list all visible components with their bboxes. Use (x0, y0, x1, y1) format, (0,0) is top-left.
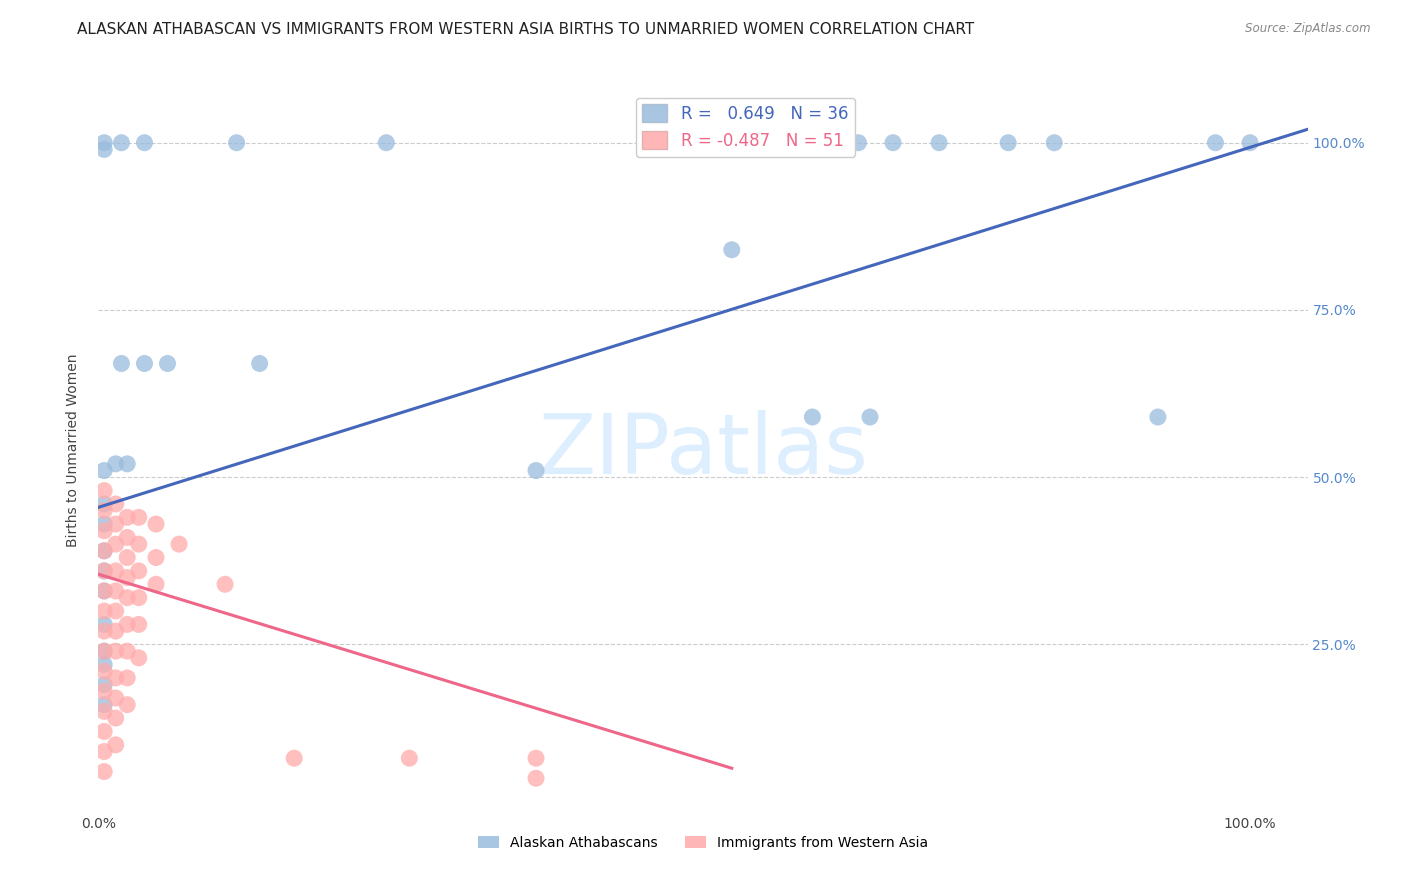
Point (93, 524, 115, 538)
Point (115, 671, 138, 685)
Text: ZIPatlas: ZIPatlas (538, 410, 868, 491)
Point (93, 657, 115, 672)
Point (115, 510, 138, 524)
Point (104, 738, 127, 752)
Text: Source: ZipAtlas.com: Source: ZipAtlas.com (1246, 22, 1371, 36)
Point (93, 564, 115, 578)
Point (93, 624, 115, 639)
Point (128, 564, 150, 578)
Point (214, 577, 236, 591)
Point (93, 464, 115, 478)
Point (93, 503, 115, 517)
Point (93, 564, 115, 578)
Y-axis label: Births to Unmarried Women: Births to Unmarried Women (66, 354, 80, 547)
Point (1043, 136, 1066, 150)
Point (134, 136, 156, 150)
Point (93, 644, 115, 658)
Point (93, 604, 115, 618)
Point (145, 550, 167, 565)
Point (882, 136, 904, 150)
Point (93, 543, 115, 558)
Point (115, 644, 138, 658)
Point (93, 136, 115, 150)
Point (104, 690, 127, 705)
Point (104, 711, 127, 725)
Point (93, 517, 115, 532)
Point (93, 664, 115, 679)
Point (115, 698, 138, 712)
Point (104, 537, 127, 551)
Point (145, 577, 167, 591)
Point (93, 684, 115, 698)
Point (93, 705, 115, 719)
Point (1147, 410, 1170, 425)
Point (134, 356, 156, 371)
Point (104, 644, 127, 658)
Point (93, 143, 115, 157)
Point (115, 617, 138, 632)
Point (128, 510, 150, 524)
Point (104, 564, 127, 578)
Point (115, 457, 138, 471)
Legend: Alaskan Athabascans, Immigrants from Western Asia: Alaskan Athabascans, Immigrants from Wes… (472, 830, 934, 855)
Point (93, 483, 115, 498)
Point (848, 136, 870, 150)
Point (104, 517, 127, 532)
Point (249, 356, 271, 371)
Point (93, 724, 115, 739)
Point (145, 517, 167, 532)
Point (104, 457, 127, 471)
Point (104, 624, 127, 639)
Point (93, 584, 115, 599)
Point (167, 537, 190, 551)
Point (93, 764, 115, 779)
Point (93, 543, 115, 558)
Point (283, 751, 305, 765)
Point (720, 243, 742, 257)
Point (997, 136, 1019, 150)
Point (801, 410, 824, 425)
Point (790, 136, 813, 150)
Point (104, 497, 127, 511)
Point (93, 644, 115, 658)
Point (93, 584, 115, 599)
Point (93, 678, 115, 692)
Point (128, 617, 150, 632)
Point (110, 356, 132, 371)
Point (115, 530, 138, 544)
Point (524, 751, 547, 765)
Point (115, 550, 138, 565)
Point (128, 651, 150, 665)
Point (93, 497, 115, 511)
Point (93, 744, 115, 758)
Point (524, 771, 547, 786)
Point (93, 698, 115, 712)
Point (110, 136, 132, 150)
Point (115, 591, 138, 605)
Point (225, 136, 247, 150)
Point (375, 136, 398, 150)
Point (104, 584, 127, 599)
Point (859, 410, 882, 425)
Point (398, 751, 420, 765)
Point (128, 537, 150, 551)
Point (524, 464, 547, 478)
Point (156, 356, 179, 371)
Point (128, 591, 150, 605)
Point (1239, 136, 1261, 150)
Point (1204, 136, 1226, 150)
Text: ALASKAN ATHABASCAN VS IMMIGRANTS FROM WESTERN ASIA BIRTHS TO UNMARRIED WOMEN COR: ALASKAN ATHABASCAN VS IMMIGRANTS FROM WE… (77, 22, 974, 37)
Point (104, 671, 127, 685)
Point (93, 617, 115, 632)
Point (928, 136, 950, 150)
Point (115, 571, 138, 585)
Point (104, 604, 127, 618)
